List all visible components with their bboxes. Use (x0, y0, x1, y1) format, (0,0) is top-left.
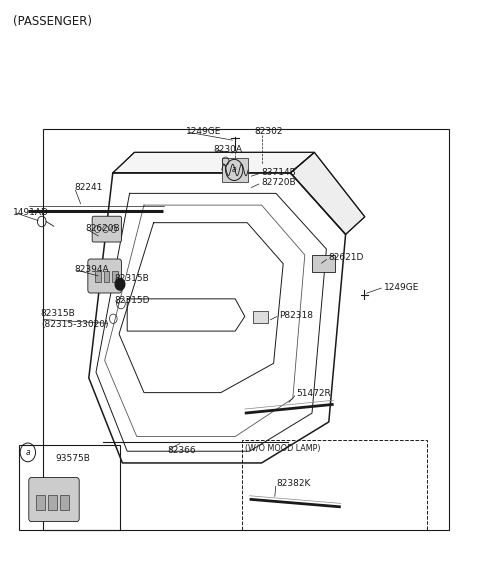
Bar (36, 495, 45, 510)
Bar (312, 255, 335, 272)
Bar (43, 129, 449, 530)
Text: 82302: 82302 (254, 127, 283, 137)
Text: 82620B: 82620B (85, 224, 120, 233)
Polygon shape (290, 152, 365, 234)
Text: 82366: 82366 (167, 445, 196, 455)
Text: 1491AD: 1491AD (13, 207, 49, 217)
Text: 82315D: 82315D (114, 295, 150, 305)
Bar (222, 158, 248, 182)
Bar (60, 495, 69, 510)
Text: 82394A: 82394A (74, 265, 109, 274)
Text: 82382K: 82382K (276, 479, 311, 488)
Text: 83714B: 83714B (262, 168, 296, 178)
Bar (19, 445, 120, 530)
Text: a: a (232, 165, 237, 175)
Text: P82318: P82318 (279, 311, 313, 320)
Text: 82315B
(82315-33020): 82315B (82315-33020) (41, 309, 108, 329)
Text: 82315B: 82315B (114, 274, 149, 283)
Bar (95, 271, 101, 282)
Text: 82720B: 82720B (262, 178, 296, 188)
FancyBboxPatch shape (29, 478, 79, 522)
Bar (104, 271, 109, 282)
Text: (W/O MOOD LAMP): (W/O MOOD LAMP) (245, 444, 320, 453)
Text: 1249GE: 1249GE (186, 127, 222, 137)
FancyBboxPatch shape (88, 259, 121, 293)
Text: 82241: 82241 (74, 183, 103, 192)
Bar (112, 271, 118, 282)
Text: 82621D: 82621D (329, 253, 364, 263)
Text: 1249GE: 1249GE (384, 282, 420, 292)
Text: 93575B: 93575B (55, 454, 90, 463)
Polygon shape (113, 152, 314, 173)
Text: 8230A: 8230A (214, 145, 242, 154)
Text: (PASSENGER): (PASSENGER) (13, 15, 93, 28)
Text: 51472R: 51472R (297, 389, 331, 398)
Text: a: a (25, 448, 30, 457)
Bar (242, 440, 427, 530)
Circle shape (115, 278, 125, 290)
Bar (253, 311, 268, 323)
FancyBboxPatch shape (92, 216, 121, 242)
Bar (48, 495, 57, 510)
